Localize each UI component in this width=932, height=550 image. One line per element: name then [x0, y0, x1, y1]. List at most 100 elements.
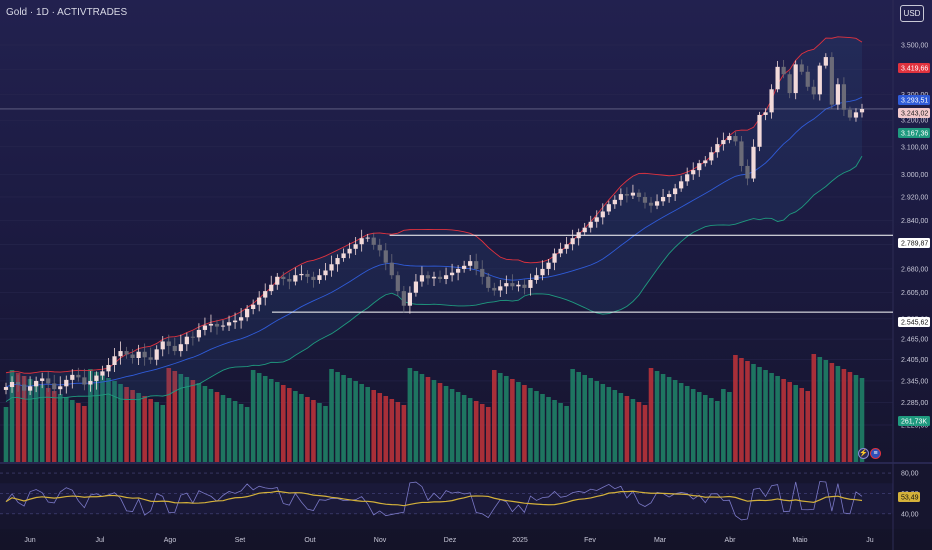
- volume-bar: [51, 391, 57, 462]
- rsi-band: [0, 483, 893, 514]
- volume-bar: [859, 378, 865, 462]
- candle-body: [805, 71, 810, 87]
- volume-bar: [154, 402, 159, 462]
- volume-bar: [39, 385, 45, 462]
- price-tag-label: 3.293,51: [901, 98, 928, 105]
- volume-bar: [287, 388, 292, 462]
- volume-bar: [570, 369, 575, 462]
- candle-body: [124, 351, 129, 355]
- candle-body: [582, 227, 587, 233]
- candle-body: [691, 170, 696, 175]
- volume-bar: [106, 378, 111, 462]
- volume-bar: [546, 397, 551, 462]
- volume-bar: [148, 399, 153, 462]
- volume-bar: [709, 398, 714, 462]
- volume-bar: [690, 389, 696, 462]
- volume-bar: [401, 405, 407, 462]
- volume-bar: [184, 377, 190, 462]
- candle-body: [468, 261, 473, 266]
- time-tick-label: Jul: [96, 537, 105, 544]
- candle-body: [208, 323, 214, 326]
- candle-body: [359, 238, 364, 245]
- lightning-icon[interactable]: ⚡: [858, 448, 869, 459]
- candle-body: [811, 86, 816, 95]
- candle-body: [425, 275, 431, 279]
- candle-body: [733, 136, 738, 142]
- volume-bar: [504, 376, 509, 462]
- candle-body: [630, 192, 636, 196]
- volume-bar: [268, 379, 274, 462]
- candle-body: [474, 261, 479, 269]
- volume-bar: [419, 374, 425, 462]
- volume-bar: [425, 377, 431, 462]
- candle-body: [299, 273, 304, 276]
- volume-bar: [347, 378, 352, 462]
- volume-bar: [485, 407, 491, 462]
- candle-body: [642, 196, 648, 203]
- volume-bar: [666, 377, 672, 462]
- candle-body: [317, 275, 322, 280]
- price-tag: [898, 63, 930, 73]
- volume-bar: [178, 374, 184, 462]
- flag-icon[interactable]: ≡: [870, 448, 881, 459]
- volume-bar: [359, 384, 364, 462]
- rsi-ma-line: [5, 490, 863, 507]
- volume-bar: [437, 383, 443, 462]
- candle-body: [588, 221, 593, 228]
- volume-bar: [636, 402, 642, 462]
- volume-bar: [793, 385, 798, 462]
- price-tick-label: 2.285,00: [901, 400, 928, 407]
- volume-bar: [769, 373, 774, 462]
- candle-body: [3, 387, 9, 390]
- candle-body: [178, 344, 183, 352]
- volume-bar: [317, 403, 322, 462]
- volume-bar: [835, 366, 841, 462]
- price-tag-label: 2.789,87: [901, 241, 928, 248]
- volume-bar: [588, 378, 594, 462]
- candle-body: [365, 237, 370, 239]
- candle-body: [449, 272, 455, 276]
- candle-body: [401, 291, 406, 306]
- candle-body: [558, 248, 563, 254]
- volume-bar: [118, 384, 123, 462]
- candle-body: [462, 265, 467, 269]
- volume-bar: [208, 389, 214, 462]
- volume-bar: [853, 375, 859, 462]
- time-tick-label: Fev: [584, 537, 596, 544]
- candle-body: [166, 341, 171, 346]
- candle-body: [413, 281, 419, 293]
- candle-body: [28, 386, 33, 391]
- candle-body: [251, 304, 256, 309]
- candle-body: [347, 248, 352, 254]
- price-tag: [898, 108, 930, 118]
- candle-body: [112, 356, 117, 365]
- volume-bar: [461, 395, 467, 462]
- candle-body: [70, 374, 75, 380]
- candle-body: [323, 270, 328, 276]
- candle-body: [576, 232, 581, 239]
- volume-bar: [799, 388, 805, 462]
- volume-bar: [371, 390, 377, 462]
- candle-body: [9, 382, 15, 388]
- candle-body: [709, 152, 714, 161]
- symbol-title[interactable]: Gold · 1D · ACTIVTRADES: [6, 7, 128, 18]
- candle-body: [353, 244, 358, 249]
- currency-button[interactable]: USD: [900, 5, 924, 22]
- volume-bar: [190, 380, 196, 462]
- candle-body: [763, 112, 768, 115]
- volume-bar: [377, 393, 383, 462]
- volume-bar: [823, 360, 829, 462]
- candle-body: [245, 308, 250, 318]
- candle-body: [787, 74, 792, 94]
- volume-bar: [775, 376, 780, 462]
- volume-bar: [70, 400, 75, 462]
- volume-bar: [413, 371, 419, 462]
- volume-bar: [250, 370, 256, 462]
- volume-bar: [76, 403, 81, 462]
- price-tick-label: 2.465,00: [901, 337, 928, 344]
- volume-bar: [721, 389, 726, 462]
- volume-bar: [558, 403, 563, 462]
- candle-body: [88, 380, 93, 385]
